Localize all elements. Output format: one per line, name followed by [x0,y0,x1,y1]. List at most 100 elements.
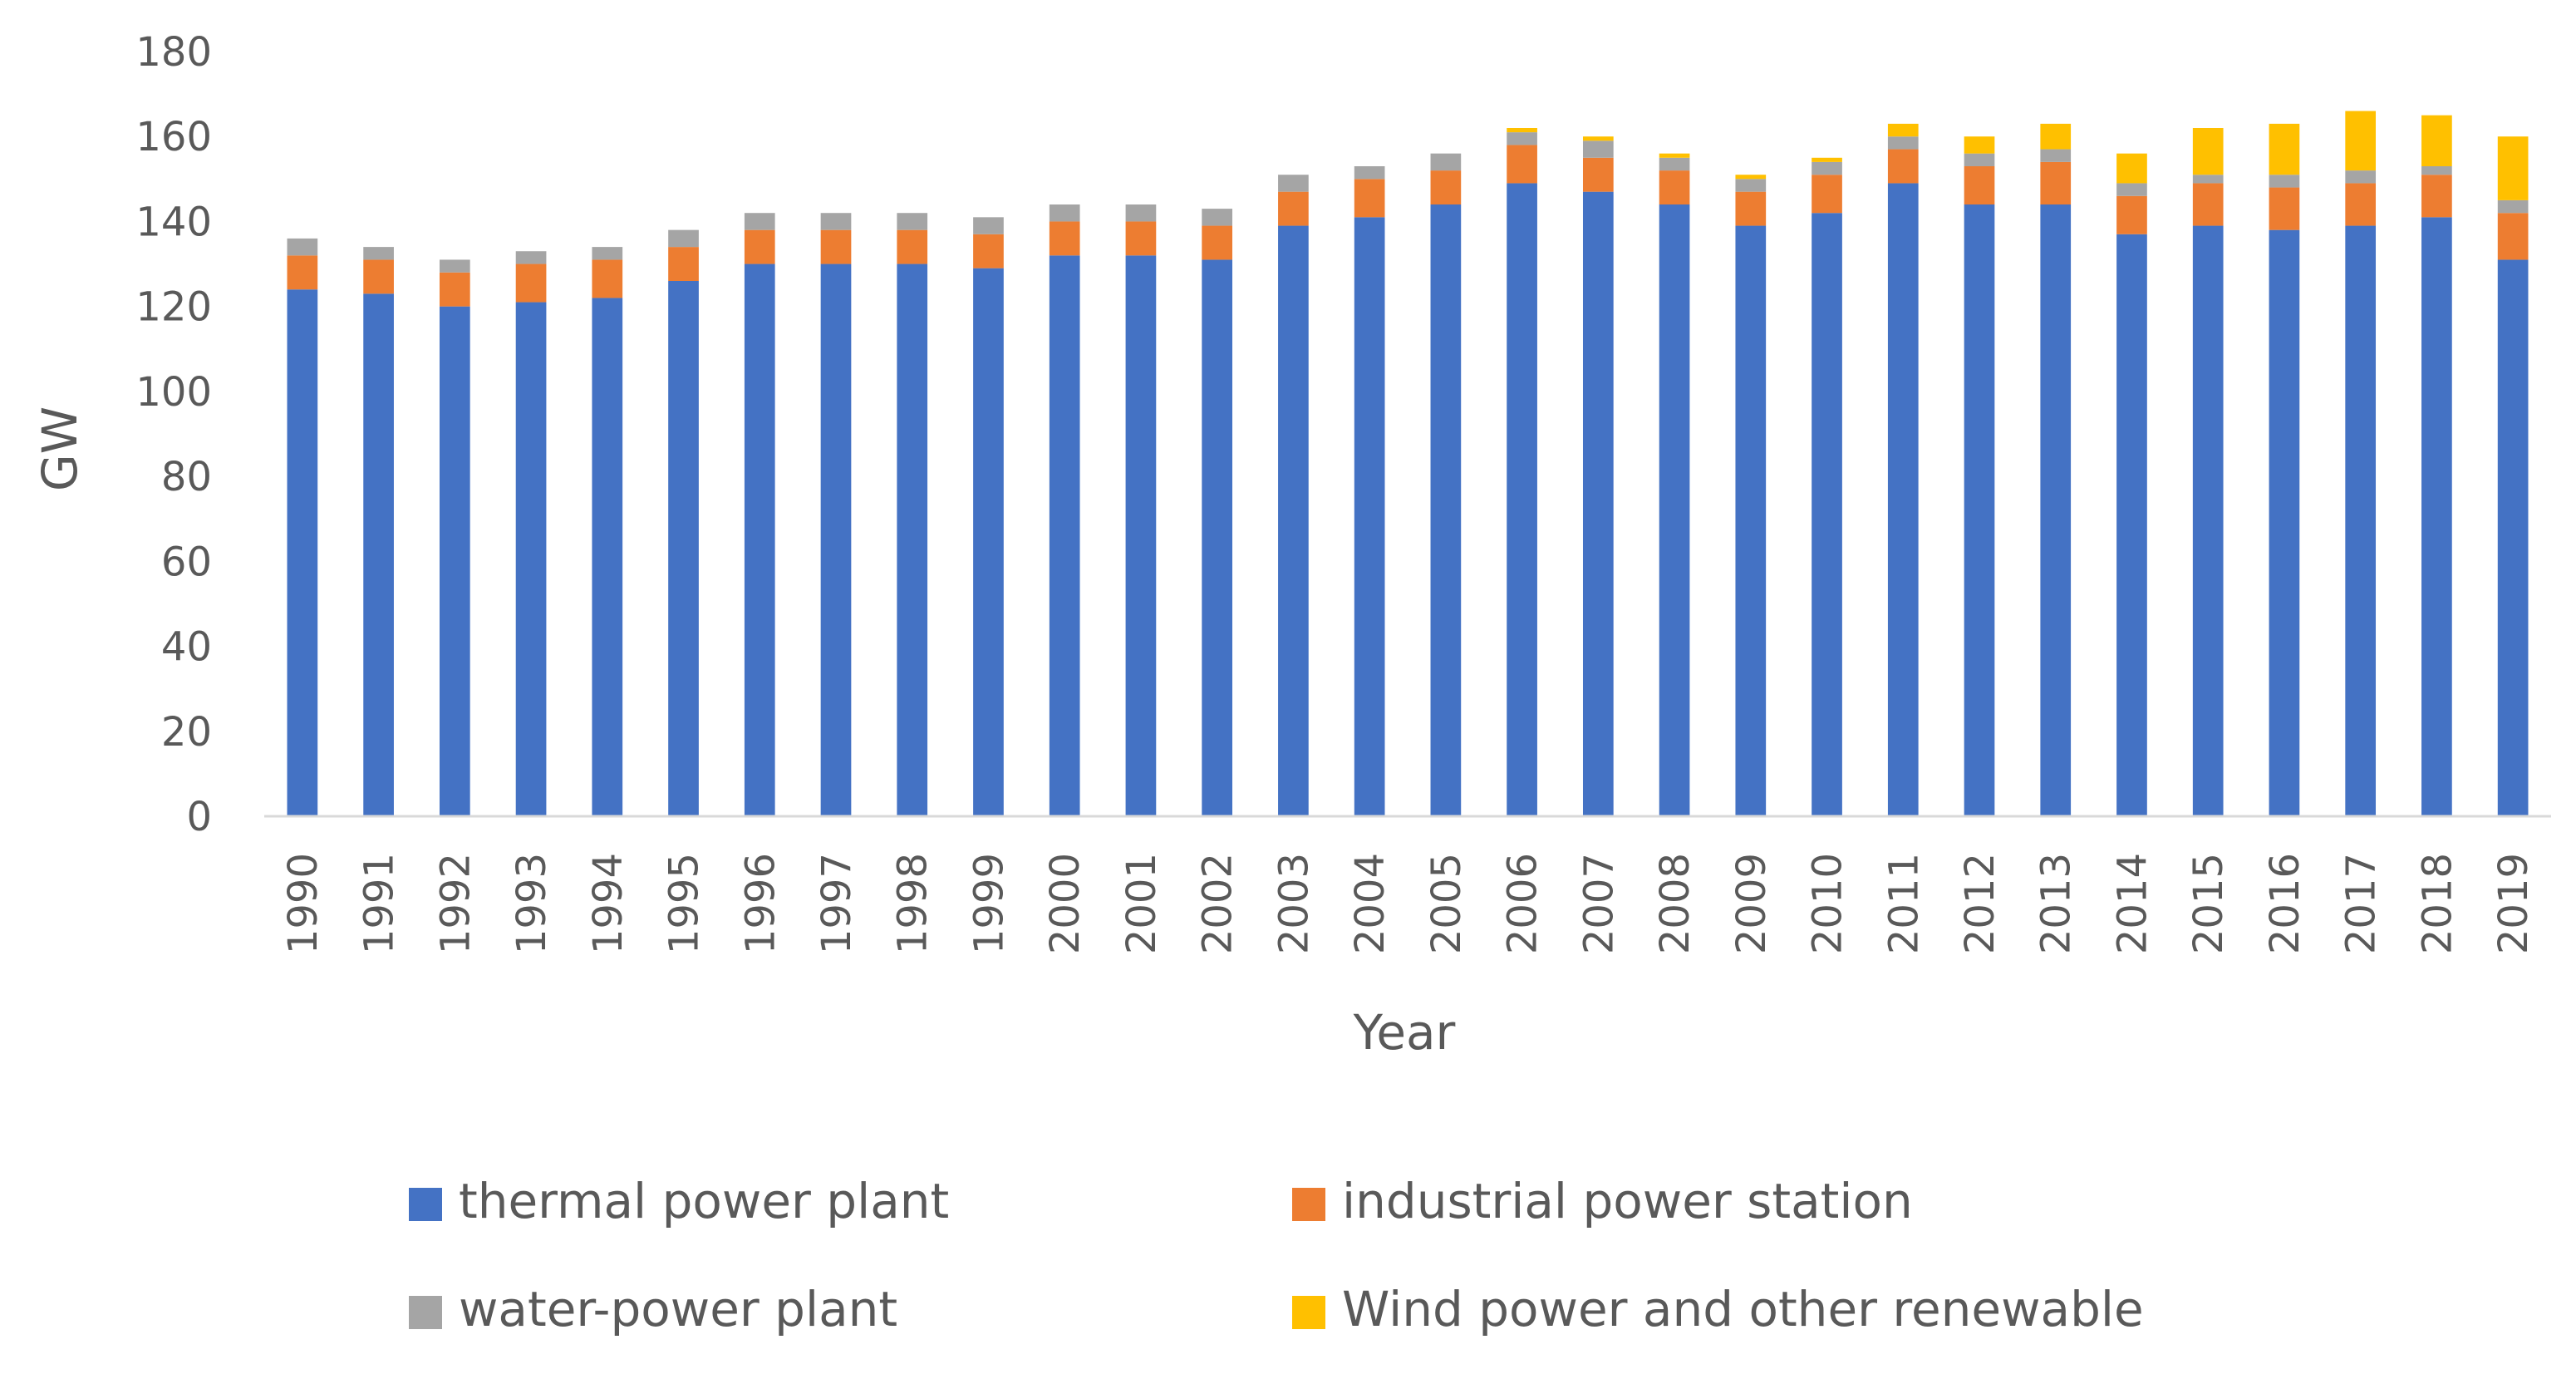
x-tick-label: 2019 [2490,853,2537,954]
bar-segment-thermal-power-plant-1991 [363,293,394,816]
bar-segment-industrial-power-station-2005 [1430,170,1462,204]
x-tick-label: 2004 [1347,853,1394,954]
bar-segment-industrial-power-station-2019 [2497,213,2529,260]
bar-segment-industrial-power-station-2013 [2040,161,2072,204]
bar-segment-thermal-power-plant-2007 [1582,191,1614,816]
y-tick-label: 20 [161,709,212,756]
bar-segment-industrial-power-station-2010 [1812,175,1842,214]
x-tick-label: 2005 [1423,853,1470,954]
legend-swatch [409,1188,442,1221]
y-axis-ticks: 0 20 40 60 80 100 120 140 160 180 [135,29,212,840]
legend-swatch [409,1296,442,1329]
bar-segment-water-power-plant-1995 [668,229,699,248]
x-tick-label: 2011 [1880,853,1927,954]
bar-segment-thermal-power-plant-1997 [820,263,852,816]
bar-segment-industrial-power-station-1990 [287,255,318,290]
x-tick-label: 2017 [2338,853,2385,954]
bar-segment-water-power-plant-2001 [1125,204,1157,222]
bar-segment-thermal-power-plant-1992 [439,306,470,817]
x-tick-label: 2014 [2109,853,2156,954]
bar-segment-water-power-plant-2016 [2269,175,2300,188]
bar-segment-industrial-power-station-2016 [2269,187,2300,230]
bar-segment-industrial-power-station-2015 [2192,183,2224,226]
bar-segment-water-power-plant-2003 [1278,175,1309,192]
bar-segment-industrial-power-station-2014 [2116,195,2147,234]
bar-segment-wind-power-and-other-renewable-2018 [2421,115,2452,166]
bar-segment-water-power-plant-2007 [1582,140,1614,158]
bar-segment-wind-power-and-other-renewable-2011 [1887,123,1919,137]
bar-segment-water-power-plant-1993 [515,251,547,264]
x-tick-label: 2007 [1576,853,1622,954]
bar-segment-industrial-power-station-1992 [439,272,470,307]
bar-segment-thermal-power-plant-2001 [1125,255,1157,816]
x-tick-label: 1999 [966,853,1012,954]
bar-segment-water-power-plant-1998 [897,213,928,230]
bar-segment-water-power-plant-1992 [439,259,470,273]
y-tick-label: 140 [135,199,212,245]
x-tick-label: 2008 [1652,853,1698,954]
bar-segment-thermal-power-plant-1993 [515,302,547,816]
legend-label: industrial power station [1342,1173,1913,1229]
y-tick-label: 100 [135,369,212,416]
bar-segment-industrial-power-station-2007 [1582,157,1614,192]
bar-segment-wind-power-and-other-renewable-2007 [1582,136,1614,141]
x-tick-label: 2015 [2185,853,2232,954]
bar-segment-industrial-power-station-1995 [668,247,699,281]
bar-segment-wind-power-and-other-renewable-2019 [2497,136,2529,200]
bar-segment-industrial-power-station-2004 [1354,179,1385,218]
bar-segment-water-power-plant-1996 [744,213,775,230]
x-tick-label: 1996 [737,853,784,954]
bar-segment-industrial-power-station-1993 [515,263,547,303]
y-tick-label: 0 [186,794,212,840]
x-tick-label: 2013 [2033,853,2080,954]
bar-segment-water-power-plant-1994 [592,247,623,260]
bar-segment-industrial-power-station-2012 [1964,166,1995,204]
bar-segment-thermal-power-plant-1994 [592,298,623,816]
y-tick-label: 180 [135,29,212,76]
bar-segment-industrial-power-station-2011 [1887,149,1919,184]
bar-segment-water-power-plant-1991 [363,247,394,260]
bar-segment-industrial-power-station-2018 [2421,175,2452,218]
bar-segment-water-power-plant-2012 [1964,153,1995,166]
bar-segment-wind-power-and-other-renewable-2012 [1964,136,1995,154]
bar-segment-thermal-power-plant-1996 [744,263,775,816]
x-tick-label: 1997 [814,853,860,954]
y-tick-label: 160 [135,114,212,160]
bar-segment-industrial-power-station-2006 [1507,145,1537,184]
bar-segment-water-power-plant-2014 [2116,183,2147,196]
bar-segment-industrial-power-station-2009 [1735,191,1767,226]
x-tick-label: 2002 [1195,853,1241,954]
bar-segment-water-power-plant-2017 [2345,170,2377,184]
x-axis-title: Year [1353,1004,1456,1061]
y-tick-label: 80 [161,454,212,500]
bar-segment-industrial-power-station-2000 [1049,221,1080,256]
x-tick-label: 2009 [1728,853,1775,954]
bar-segment-industrial-power-station-1999 [973,234,1004,268]
y-tick-label: 40 [161,624,212,671]
legend-label: water-power plant [459,1281,897,1337]
bar-segment-thermal-power-plant-2009 [1735,225,1767,816]
bar-segment-wind-power-and-other-renewable-2016 [2269,123,2300,175]
x-tick-label: 1990 [280,853,327,954]
bar-segment-water-power-plant-2009 [1735,179,1767,192]
bar-segment-wind-power-and-other-renewable-2009 [1735,175,1767,180]
bar-segment-thermal-power-plant-1990 [287,289,318,816]
bar-segment-thermal-power-plant-2010 [1812,213,1842,816]
x-tick-label: 2016 [2262,853,2308,954]
bar-segment-water-power-plant-2005 [1430,153,1462,171]
legend: thermal power plant industrial power stat… [409,1173,2144,1337]
bar-segment-thermal-power-plant-2016 [2269,229,2300,817]
bar-segment-thermal-power-plant-2018 [2421,217,2452,816]
y-tick-label: 120 [135,284,212,331]
x-tick-label: 2018 [2414,853,2460,954]
bar-segment-water-power-plant-2004 [1354,166,1385,180]
bar-segment-thermal-power-plant-1999 [973,268,1004,817]
bar-segment-water-power-plant-2000 [1049,204,1080,222]
x-tick-label: 2000 [1042,853,1089,954]
bar-segment-industrial-power-station-1996 [744,229,775,264]
bar-segment-industrial-power-station-1991 [363,259,394,294]
x-tick-label: 1992 [432,853,479,954]
x-tick-label: 1991 [356,853,403,954]
